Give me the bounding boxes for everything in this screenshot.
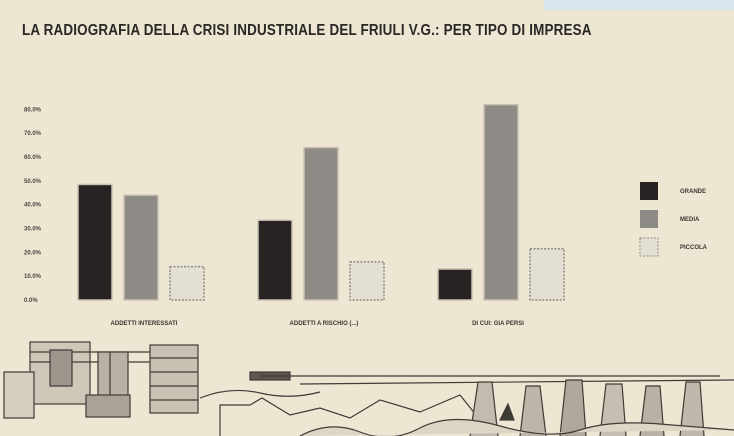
bar-media — [483, 103, 519, 301]
bar-piccola — [349, 261, 385, 301]
bar-media — [303, 146, 339, 301]
legend-swatch-grande — [640, 182, 658, 200]
legend: GRANDE MEDIA PICCOLA — [639, 182, 708, 257]
y-tick-label: 20.0% — [24, 250, 42, 256]
bars — [77, 103, 565, 301]
skyline-illustration — [3, 341, 734, 436]
y-tick-label: 0.0% — [24, 298, 38, 304]
chart-title: LA RADIOGRAFIA DELLA CRISI INDUSTRIALE D… — [22, 22, 592, 39]
bar-media — [123, 194, 159, 301]
legend-label: MEDIA — [680, 217, 700, 223]
y-tick-label: 80.0% — [24, 107, 42, 113]
category-label: DI CUI: GIA PERSI — [472, 321, 524, 327]
bar-grande — [257, 219, 293, 301]
category-labels: ADDETTI INTERESSATI ADDETTI A RISCHIO (..… — [111, 321, 525, 327]
legend-swatch-piccola — [639, 237, 659, 257]
category-label: ADDETTI INTERESSATI — [111, 321, 178, 327]
legend-label: GRANDE — [680, 189, 706, 195]
legend-swatch-media — [640, 210, 658, 228]
y-tick-label: 60.0% — [24, 155, 42, 161]
y-tick-label: 10.0% — [24, 274, 42, 280]
y-axis-ticks: 0.0% 10.0% 20.0% 30.0% 40.0% 50.0% 60.0% 70.0% 8… — [24, 107, 42, 304]
y-tick-label: 30.0% — [24, 227, 42, 233]
legend-label: PICCOLA — [680, 245, 708, 251]
y-tick-label: 40.0% — [24, 203, 42, 209]
corner-tab — [544, 0, 734, 10]
bar-piccola — [169, 265, 205, 301]
y-tick-label: 50.0% — [24, 179, 42, 185]
category-label: ADDETTI A RISCHIO (...) — [290, 321, 359, 327]
bar-piccola — [529, 248, 565, 301]
y-tick-label: 70.0% — [24, 131, 42, 137]
bar-grande — [437, 268, 473, 301]
bar-grande — [77, 183, 113, 301]
